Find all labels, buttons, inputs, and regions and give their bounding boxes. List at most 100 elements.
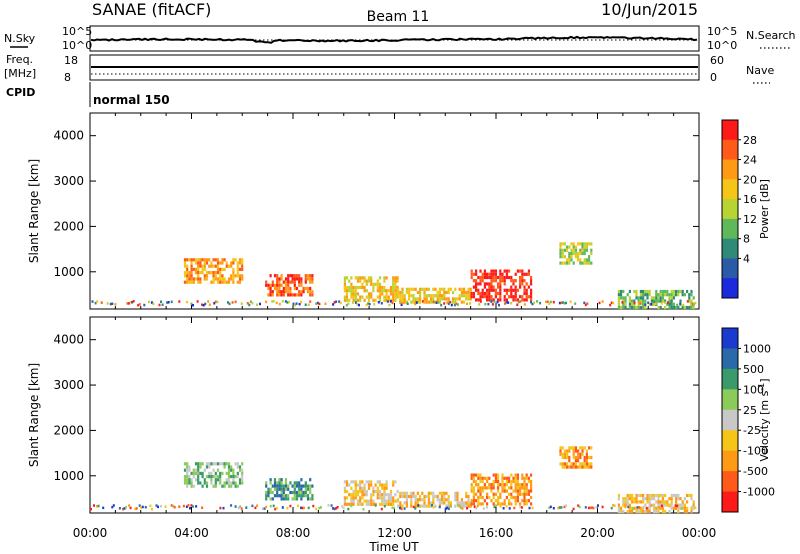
power-echo-region [265,274,314,297]
velocity-echo-cell [419,498,422,502]
velocity-echo-cell [488,495,491,500]
velocity-echo-cell [519,492,522,496]
power-echo-cell [383,276,386,280]
power-echo-cell [481,295,484,299]
power-echo-cell [188,274,191,278]
velocity-echo-cell [425,504,428,508]
power-echo-cell [488,285,491,289]
power-echo-cell [278,290,281,294]
power-echo-cell [372,282,375,286]
power-echo-cell [392,285,395,290]
power-echo-cell [642,305,645,310]
velocity-ground-cell [187,504,190,507]
power-echo-cell [300,280,303,284]
power-ground-cell [373,303,376,306]
power-ground-cell [536,300,539,303]
velocity-ground-cell [315,507,318,511]
power-echo-cell [559,245,562,249]
power-echo-cell [311,277,314,281]
velocity-echo-cell [499,492,502,496]
velocity-echo-cell [449,501,452,505]
power-echo-cell [194,271,198,275]
velocity-echo-cell [572,465,575,469]
power-echo-cell [472,295,475,299]
power-echo-cell [659,289,662,294]
velocity-ground-cell [230,504,233,507]
velocity-echo-cell [460,501,463,505]
power-echo-cell [238,280,242,284]
power-ground-cell [639,302,642,305]
velocity-echo-cell [561,455,564,460]
velocity-echo-cell [686,506,689,510]
power-echo-cell [617,289,620,294]
velocity-echo-cell [236,465,239,469]
beam-title: Beam 11 [367,9,430,25]
velocity-echo-cell [447,494,450,499]
power-echo-cell [583,258,586,262]
velocity-ground-cell [641,507,644,510]
velocity-ground-cell [185,505,188,508]
power-echo-cell [583,251,586,256]
power-echo-cell [583,261,586,265]
power-echo-cell [383,289,386,293]
velocity-echo-cell [291,497,294,501]
velocity-echo-cell [508,492,511,496]
power-echo-cell [348,285,351,290]
velocity-echo-cell [497,473,500,477]
power-colorbar-label: 8 [743,233,750,246]
velocity-echo-cell [372,493,375,497]
velocity-echo-cell [644,497,647,501]
power-echo-cell [392,279,395,283]
velocity-ground-cell [577,504,580,507]
power-echo-cell [350,285,353,290]
power-echo-cell [505,275,508,280]
power-echo-cell [655,293,658,297]
velocity-echo-cell [481,502,484,506]
velocity-echo-cell [381,502,384,506]
power-echo-cell [199,264,202,268]
velocity-echo-cell [436,498,439,502]
velocity-echo-cell [414,494,417,499]
velocity-echo-cell [472,473,475,477]
freq-tick-high: 18 [64,54,78,67]
power-echo-cell [574,248,577,252]
velocity-echo-cell [566,462,569,466]
power-echo-cell [221,277,224,281]
velocity-echo-cell [298,494,301,498]
velocity-echo-cell [293,487,296,491]
velocity-echo-cell [648,497,651,501]
power-ground-cell [466,302,469,305]
power-echo-cell [523,272,526,276]
power-ground-cell [351,301,354,304]
velocity-echo-cell [367,480,371,484]
velocity-echo-cell [345,480,349,484]
power-echo-cell [501,279,504,283]
power-echo-cell [188,271,191,275]
velocity-echo-cell [271,490,274,495]
power-echo-cell [581,248,584,252]
velocity-echo-cell [581,446,584,450]
velocity-echo-cell [572,462,575,466]
power-echo-cell [657,305,660,310]
power-echo-cell [492,279,495,283]
velocity-echo-cell [378,480,382,484]
power-ground-cell [490,300,493,303]
velocity-echo-cell [686,509,689,514]
velocity-echo-cell [385,483,388,487]
power-echo-cell [441,287,444,291]
power-echo-cell [443,287,446,291]
velocity-echo-cell [470,502,473,506]
velocity-echo-cell [472,499,475,503]
power-echo-cell [291,293,294,297]
velocity-echo-cell [470,499,473,503]
power-echo-cell [583,242,586,246]
power-echo-cell [298,277,301,281]
velocity-echo-cell [681,500,684,504]
velocity-echo-cell [523,502,526,506]
power-echo-cell [419,290,422,295]
power-echo-cell [392,289,395,293]
velocity-echo-cell [271,497,274,501]
power-ground-cell [667,301,669,304]
velocity-echo-cell [197,465,200,469]
power-echo-cell [408,297,411,301]
